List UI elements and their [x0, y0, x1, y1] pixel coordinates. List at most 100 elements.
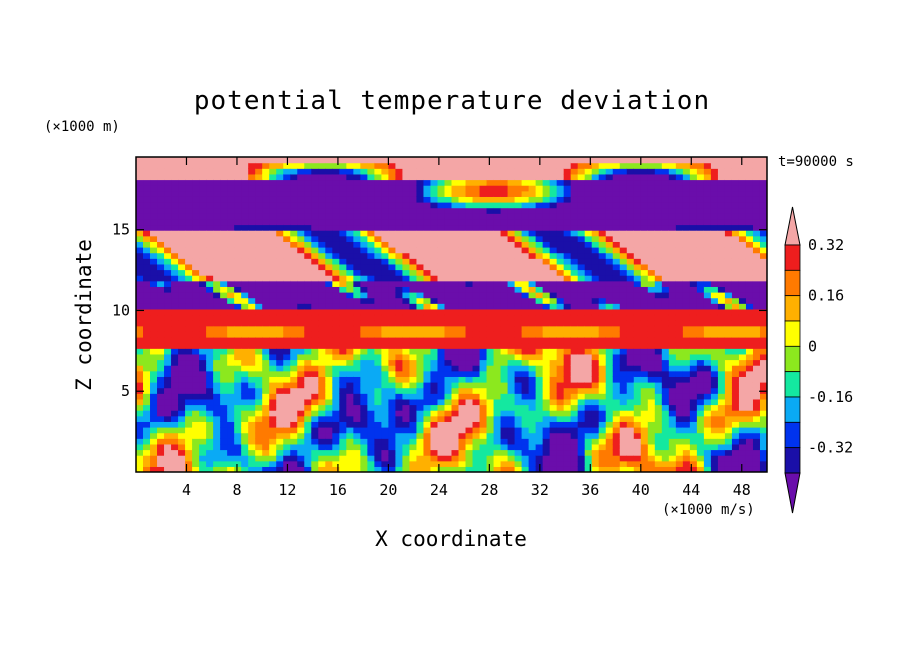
field-cell: [360, 230, 368, 237]
field-cell: [598, 443, 607, 451]
field-cell: [367, 258, 375, 265]
field-cell: [745, 303, 754, 310]
field-cell: [416, 410, 425, 417]
field-cell: [234, 359, 242, 366]
field-cell: [521, 455, 530, 462]
field-cell: [360, 466, 368, 472]
field-cell: [430, 162, 439, 169]
field-cell: [262, 286, 270, 293]
field-cell: [570, 280, 579, 287]
field-cell: [206, 157, 214, 164]
field-cell: [472, 387, 481, 394]
field-cell: [619, 365, 628, 372]
field-cell: [675, 438, 684, 445]
field-cell: [395, 202, 404, 209]
field-cell: [563, 157, 572, 164]
field-cell: [164, 247, 172, 254]
field-cell: [542, 303, 551, 310]
field-cell: [283, 337, 291, 344]
field-cell: [752, 325, 761, 332]
field-cell: [157, 449, 165, 456]
field-cell: [283, 292, 291, 299]
field-cell: [549, 393, 558, 400]
field-cell: [493, 404, 502, 411]
field-cell: [234, 348, 242, 355]
field-cell: [423, 207, 432, 214]
field-cell: [591, 179, 600, 186]
field-cell: [521, 179, 530, 186]
field-cell: [325, 353, 333, 361]
field-cell: [563, 263, 572, 271]
field-cell: [731, 157, 740, 164]
field-cell: [227, 449, 235, 456]
field-cell: [171, 263, 179, 271]
field-cell: [255, 331, 263, 338]
field-cell: [241, 241, 249, 248]
field-cell: [290, 466, 298, 472]
field-cell: [444, 190, 453, 197]
field-cell: [570, 466, 579, 472]
field-cell: [192, 275, 200, 282]
field-cell: [612, 292, 621, 299]
field-cell: [234, 387, 242, 394]
field-cell: [157, 247, 165, 254]
field-cell: [276, 398, 284, 406]
field-cell: [451, 202, 460, 209]
field-cell: [549, 438, 558, 445]
field-cell: [724, 466, 733, 472]
field-cell: [353, 466, 361, 472]
field-cell: [668, 269, 677, 276]
field-cell: [654, 460, 663, 467]
field-cell: [346, 398, 354, 406]
field-cell: [724, 213, 733, 220]
field-cell: [269, 202, 277, 209]
field-cell: [381, 196, 389, 203]
field-cell: [171, 387, 179, 394]
field-cell: [675, 320, 684, 327]
field-cell: [654, 370, 663, 377]
field-cell: [584, 415, 593, 422]
field-cell: [220, 230, 228, 237]
field-cell: [241, 427, 249, 434]
field-cell: [290, 252, 298, 259]
field-cell: [584, 342, 593, 349]
field-cell: [192, 427, 200, 434]
field-cell: [185, 325, 193, 332]
field-cell: [633, 275, 642, 282]
field-cell: [367, 342, 375, 349]
field-cell: [696, 308, 705, 316]
field-cell: [451, 398, 460, 406]
field-cell: [430, 449, 439, 456]
field-cell: [381, 382, 389, 389]
field-cell: [696, 297, 705, 304]
field-cell: [626, 393, 635, 400]
field-cell: [297, 410, 305, 417]
field-cell: [696, 247, 705, 254]
field-cell: [584, 258, 593, 265]
field-cell: [472, 443, 481, 451]
field-cell: [507, 162, 516, 169]
field-cell: [339, 308, 347, 316]
field-cell: [626, 196, 635, 203]
field-cell: [493, 466, 502, 472]
field-cell: [724, 331, 733, 338]
field-cell: [136, 286, 144, 293]
field-cell: [367, 353, 375, 361]
field-cell: [423, 202, 432, 209]
field-cell: [381, 185, 389, 192]
field-cell: [381, 449, 389, 456]
field-cell: [325, 168, 333, 175]
field-cell: [339, 314, 347, 321]
field-cell: [311, 325, 319, 332]
field-cell: [185, 393, 193, 400]
field-cell: [570, 224, 579, 231]
field-cell: [745, 432, 754, 439]
field-cell: [654, 415, 663, 422]
field-cell: [367, 235, 375, 242]
field-cell: [542, 252, 551, 259]
field-cell: [528, 303, 537, 310]
field-cell: [479, 224, 488, 231]
field-cell: [353, 427, 361, 434]
field-cell: [479, 196, 488, 203]
field-cell: [136, 275, 144, 282]
